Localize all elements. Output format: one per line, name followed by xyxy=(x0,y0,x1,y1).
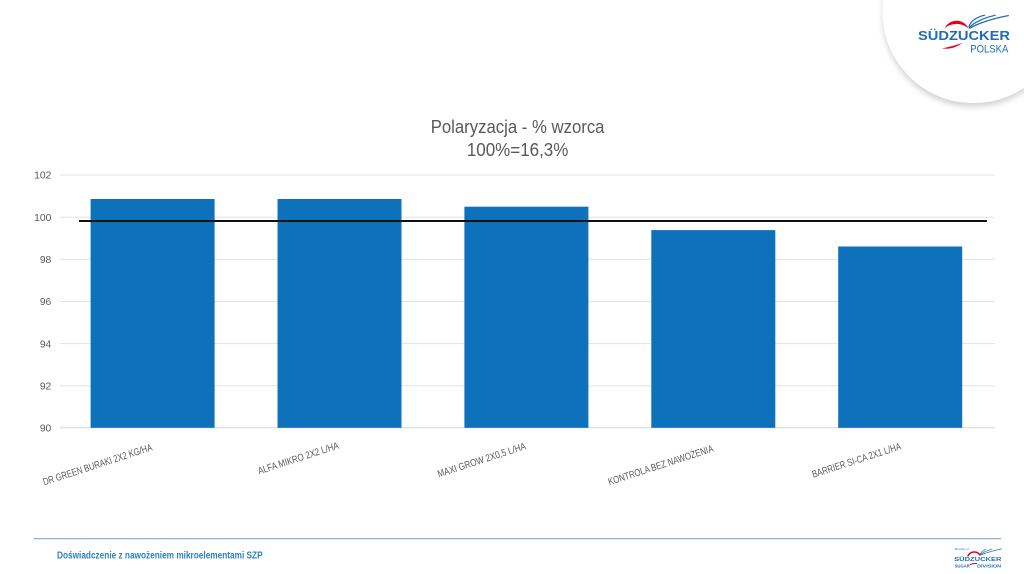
svg-text:SUGAR: SUGAR xyxy=(955,564,971,570)
svg-text:102: 102 xyxy=(34,171,51,182)
svg-text:SÜDZUCKER: SÜDZUCKER xyxy=(954,556,1001,563)
svg-text:SÜDZUCKER: SÜDZUCKER xyxy=(918,28,1010,43)
svg-text:Doświadczenie z nawożeniem mik: Doświadczenie z nawożeniem mikroelementa… xyxy=(57,551,263,562)
svg-text:92: 92 xyxy=(40,381,52,392)
svg-text:Member of: Member of xyxy=(955,547,969,551)
svg-text:90: 90 xyxy=(40,424,52,435)
svg-text:DIVISION: DIVISION xyxy=(977,564,1002,570)
svg-text:96: 96 xyxy=(40,297,52,308)
svg-text:100: 100 xyxy=(34,213,51,224)
svg-text:94: 94 xyxy=(40,339,52,350)
svg-text:Polaryzacja - % wzorca: Polaryzacja - % wzorca xyxy=(431,116,605,137)
svg-text:98: 98 xyxy=(40,255,52,266)
svg-text:POLSKA: POLSKA xyxy=(970,44,1009,56)
svg-text:100%=16,3%: 100%=16,3% xyxy=(467,139,569,160)
